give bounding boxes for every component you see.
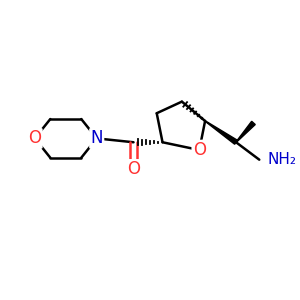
Text: O: O <box>127 160 140 178</box>
Text: O: O <box>28 129 41 147</box>
Text: N: N <box>91 129 103 147</box>
Polygon shape <box>236 121 255 142</box>
Text: NH₂: NH₂ <box>267 152 296 167</box>
Polygon shape <box>205 121 237 144</box>
Text: O: O <box>193 141 206 159</box>
